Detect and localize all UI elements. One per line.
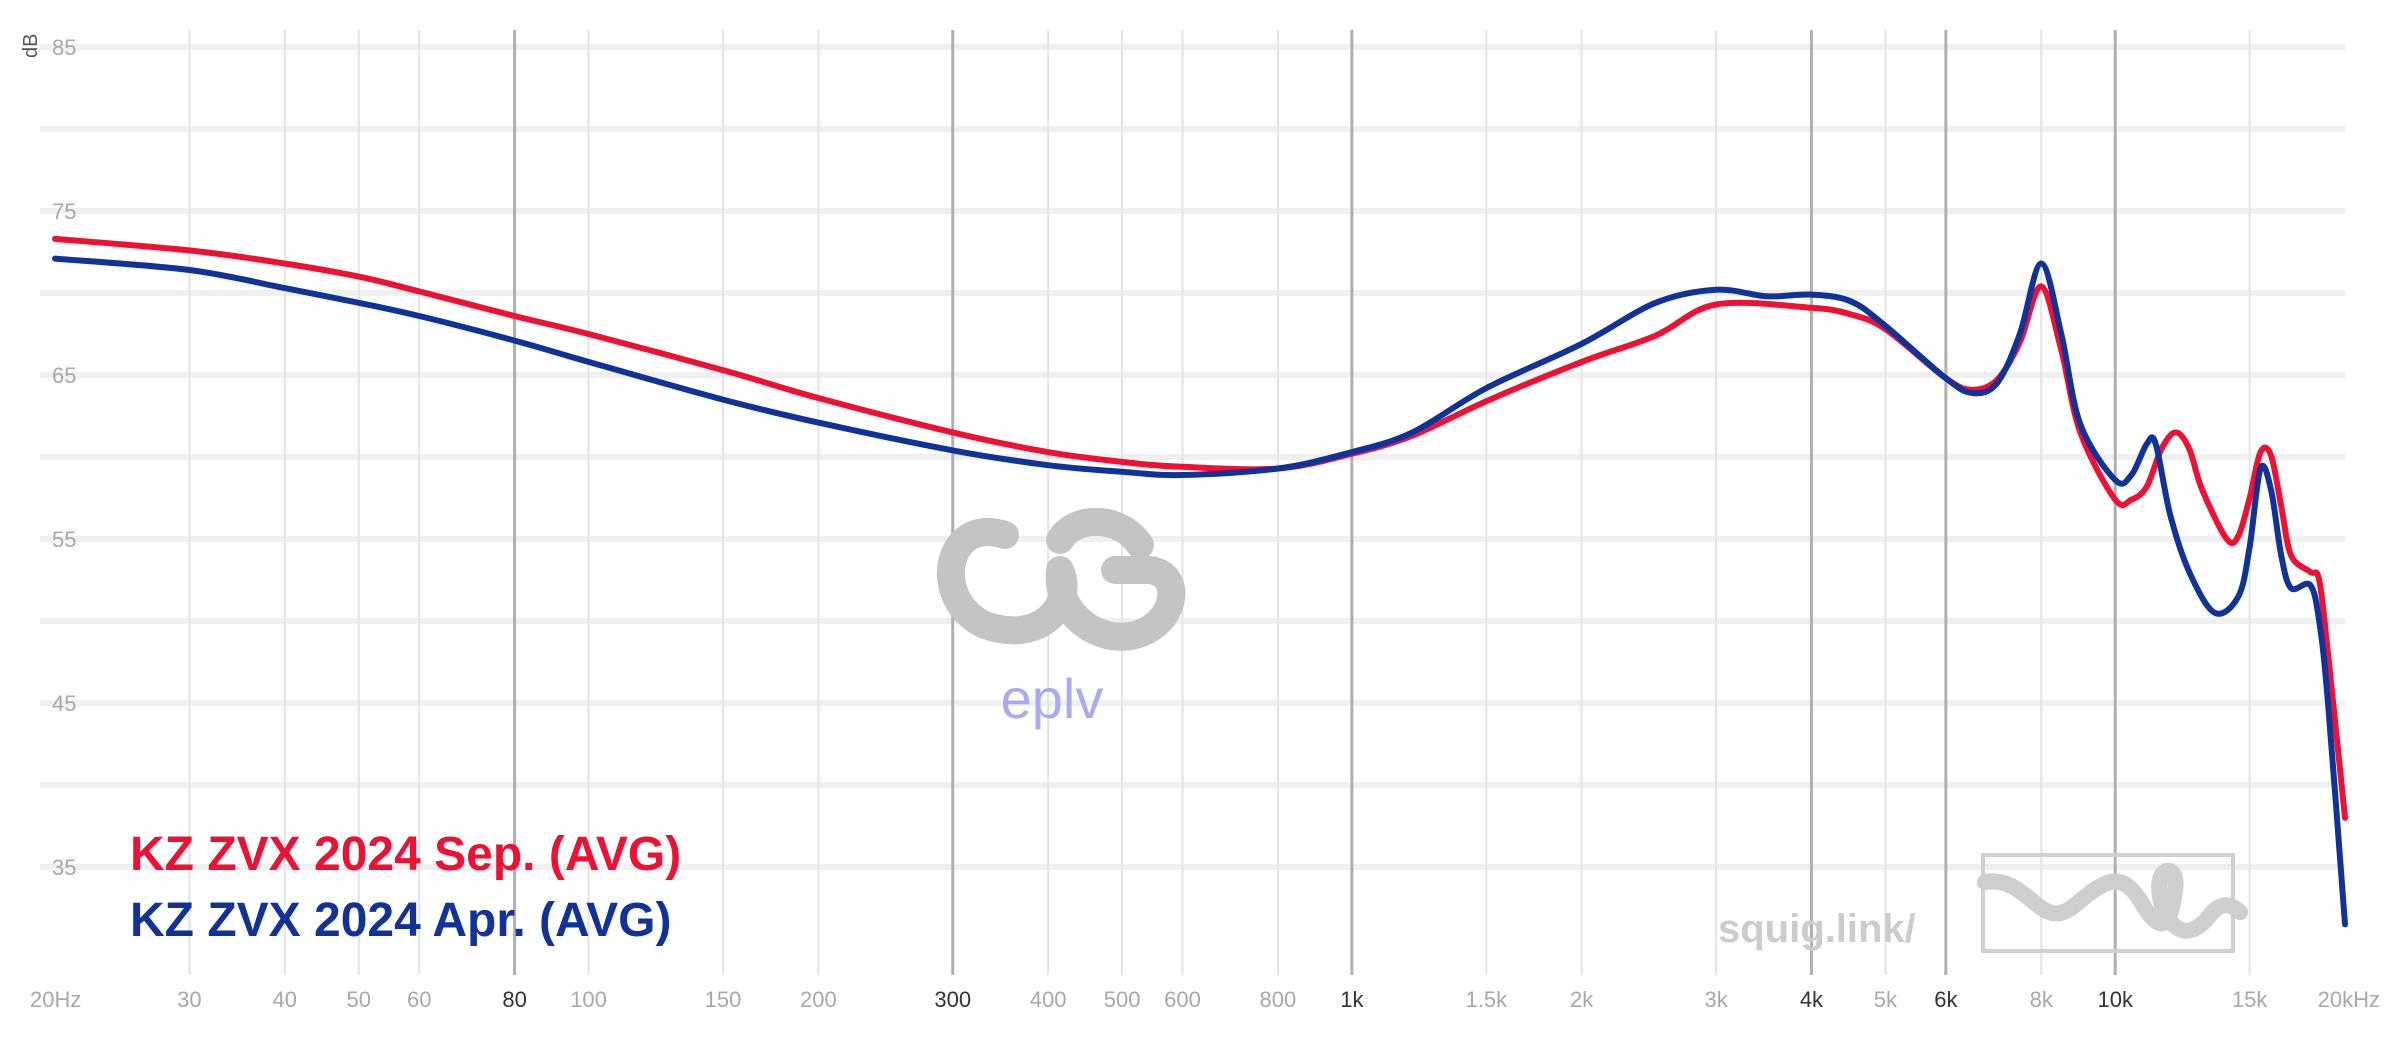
x-tick-label: 30 (177, 987, 201, 1012)
series-line-1 (52, 235, 2348, 821)
x-tick-label: 8k (2030, 987, 2054, 1012)
squig-link-text: squig.link/ (1718, 907, 1916, 951)
y-tick-label: 35 (52, 855, 76, 880)
x-tick-label: 6k (1934, 987, 1958, 1012)
legend-entry-2: KZ ZVX 2024 Apr. (AVG) (130, 894, 671, 947)
horizontal-gridlines (40, 44, 2345, 870)
x-tick-label: 15k (2232, 987, 2268, 1012)
y-tick-label: 85 (52, 35, 76, 60)
watermark-text: eplv (1001, 667, 1104, 730)
x-tick-label: 20Hz (30, 987, 81, 1012)
x-tick-label: 60 (407, 987, 431, 1012)
x-tick-label: 200 (800, 987, 837, 1012)
y-tick-label: 55 (52, 527, 76, 552)
x-tick-label: 40 (273, 987, 297, 1012)
legend: KZ ZVX 2024 Sep. (AVG) KZ ZVX 2024 Apr. (… (130, 828, 681, 947)
x-tick-label: 20kHz (2318, 987, 2380, 1012)
eplv-logo: eplv (937, 507, 1186, 730)
x-tick-label: 10k (2097, 987, 2133, 1012)
squig-branding: squig.link/ (1718, 853, 2248, 953)
x-tick-label: 3k (1704, 987, 1728, 1012)
vertical-gridlines (188, 30, 2251, 975)
y-tick-label: 45 (52, 691, 76, 716)
series-line-2 (52, 255, 2348, 928)
x-tick-label: 600 (1164, 987, 1201, 1012)
y-axis-label: dB (20, 34, 42, 58)
x-tick-label: 80 (502, 987, 526, 1012)
response-curves (52, 235, 2348, 928)
x-tick-label: 1.5k (1465, 987, 1508, 1012)
x-tick-label: 500 (1104, 987, 1141, 1012)
squig-logo-wave (1977, 862, 2248, 939)
legend-entry-1: KZ ZVX 2024 Sep. (AVG) (130, 828, 681, 881)
eplv-logo-mark (937, 507, 1186, 651)
x-tick-label: 100 (570, 987, 607, 1012)
x-tick-label: 800 (1260, 987, 1297, 1012)
y-axis-ticks: 85 75 65 55 45 35 (52, 35, 76, 880)
x-tick-label: 300 (934, 987, 971, 1012)
x-tick-label: 50 (347, 987, 371, 1012)
x-tick-label: 5k (1874, 987, 1898, 1012)
x-tick-label: 150 (705, 987, 742, 1012)
x-tick-label: 4k (1800, 987, 1824, 1012)
x-tick-label: 400 (1030, 987, 1067, 1012)
x-tick-label: 2k (1570, 987, 1594, 1012)
x-axis-ticks: 20Hz 30 40 50 60 80 100 150 200 300 400 500 600 800 1k… (30, 987, 2380, 1012)
y-tick-label: 65 (52, 363, 76, 388)
x-tick-label: 1k (1340, 987, 1364, 1012)
y-tick-label: 75 (52, 199, 76, 224)
